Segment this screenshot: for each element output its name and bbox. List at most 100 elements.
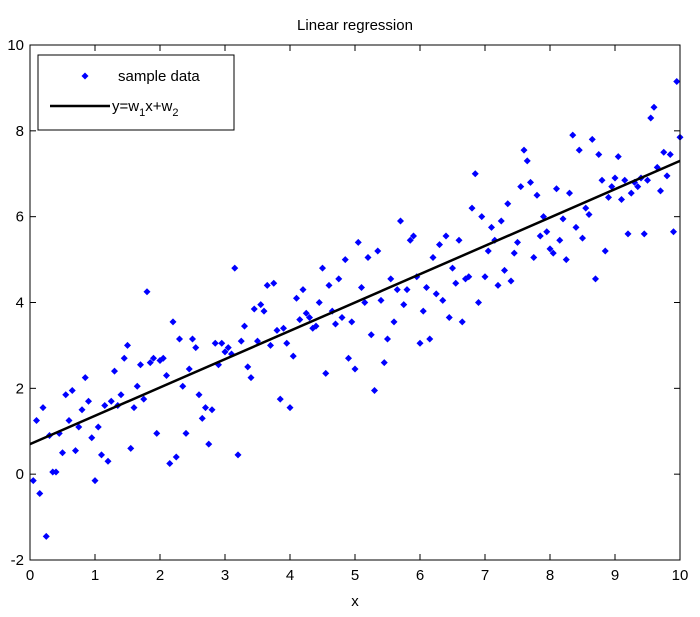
data-point (377, 296, 385, 304)
data-point (29, 477, 37, 485)
data-point (351, 365, 359, 373)
data-point (640, 230, 648, 238)
data-point (390, 318, 398, 326)
x-tick-label: 9 (611, 567, 619, 584)
data-point (153, 429, 161, 437)
data-point (582, 204, 590, 212)
data-point (117, 391, 125, 399)
data-point (260, 307, 268, 315)
data-point (527, 178, 534, 186)
data-point (549, 249, 557, 257)
data-point (598, 176, 606, 184)
legend-sample-marker (81, 72, 89, 80)
data-point (403, 286, 411, 294)
data-point (195, 391, 203, 399)
data-point (124, 341, 131, 349)
data-point (299, 286, 307, 294)
data-point (322, 369, 330, 377)
data-point (289, 352, 297, 360)
data-point (546, 245, 554, 253)
data-point (296, 316, 304, 324)
data-point (221, 348, 229, 356)
data-point (647, 114, 655, 122)
legend-box (37, 54, 235, 131)
data-point (358, 283, 365, 291)
data-point (293, 294, 300, 302)
data-point (517, 183, 525, 191)
data-point (514, 238, 521, 246)
y-tick-label: 8 (16, 123, 24, 140)
legend-sample-label: sample data (118, 68, 200, 85)
data-point (559, 215, 567, 223)
data-point (263, 281, 271, 289)
data-point (553, 185, 560, 193)
x-tick-label: 8 (546, 567, 554, 584)
data-point (140, 395, 148, 403)
data-point (75, 423, 83, 431)
y-tick-label: 0 (16, 466, 24, 483)
x-tick-label: 0 (26, 567, 34, 584)
data-point (393, 286, 401, 294)
data-point (595, 150, 603, 158)
data-point (250, 305, 258, 313)
data-point (137, 361, 144, 369)
data-point (666, 150, 674, 158)
data-point (120, 354, 128, 362)
data-point (185, 365, 193, 373)
data-point (575, 146, 583, 154)
data-point (198, 414, 206, 422)
data-point (276, 395, 284, 403)
data-point (163, 371, 170, 379)
data-point (439, 296, 447, 304)
data-point (234, 451, 242, 459)
data-point (488, 223, 495, 231)
data-point (130, 404, 138, 412)
data-point (400, 301, 408, 309)
data-point (458, 318, 466, 326)
fit-line (29, 159, 681, 446)
data-point (536, 232, 544, 240)
data-point (614, 153, 622, 161)
data-point (81, 374, 89, 382)
data-point (361, 299, 369, 306)
data-point (270, 279, 278, 287)
data-point (91, 477, 99, 485)
data-point (59, 449, 66, 457)
data-point (338, 314, 346, 322)
y-tick-label: 6 (16, 209, 24, 226)
data-point (533, 191, 541, 199)
y-axis-ticks: -2 0 2 4 6 8 10 (7, 37, 680, 569)
data-point (611, 174, 619, 182)
x-axis-label: x (351, 593, 359, 610)
data-point (484, 247, 492, 255)
data-point (371, 386, 378, 394)
y-tick-label: -2 (11, 552, 24, 569)
data-point (189, 335, 196, 343)
data-point (507, 277, 515, 285)
data-point (348, 318, 356, 326)
data-point (634, 183, 642, 191)
data-point (406, 236, 414, 244)
data-point (312, 322, 320, 330)
data-point (306, 314, 313, 322)
data-point (85, 397, 92, 405)
data-point (65, 417, 73, 425)
data-point (601, 247, 609, 255)
data-point (101, 402, 109, 409)
data-point (452, 279, 460, 287)
data-point (374, 247, 382, 255)
data-point (208, 406, 216, 414)
data-point (111, 367, 118, 375)
data-point (104, 457, 112, 465)
chart-title: Linear regression (297, 17, 413, 34)
data-point (442, 232, 450, 240)
data-point (354, 238, 362, 246)
data-point (416, 339, 424, 347)
data-point (283, 339, 291, 347)
data-point (520, 146, 528, 154)
data-point (192, 344, 200, 352)
data-point (36, 489, 44, 497)
data-point (182, 429, 190, 437)
data-point (436, 241, 443, 249)
data-point (449, 264, 456, 272)
